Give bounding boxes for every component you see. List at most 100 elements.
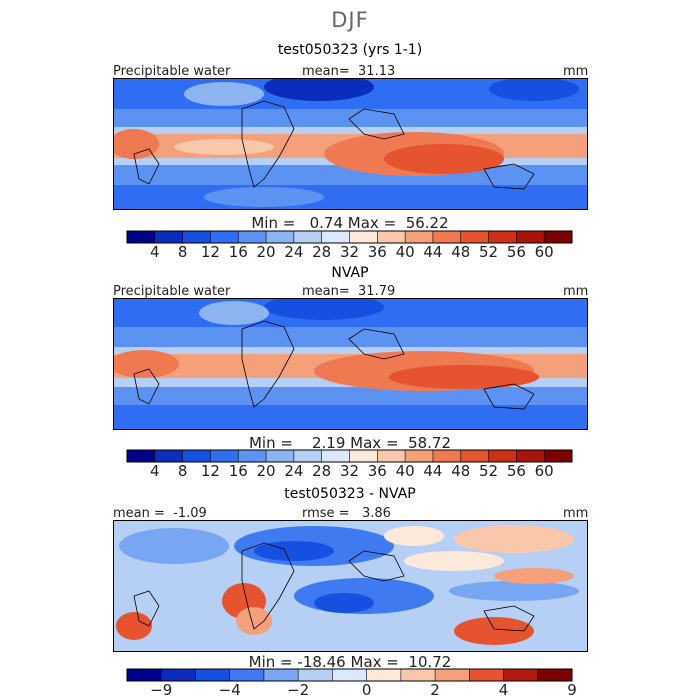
colorbar-swatch (432, 231, 462, 243)
colorbar-tick-label: 24 (284, 243, 304, 261)
colorbar-swatch (127, 231, 156, 243)
colorbar-tick-label: −9 (150, 681, 173, 699)
panel-variable-label: Precipitable water (113, 64, 231, 79)
panel-mean-value: 31.79 (358, 284, 396, 299)
colorbar-tick-label: 8 (177, 462, 188, 480)
panel-variable-label: Precipitable water (113, 284, 231, 299)
panel-units: mm (563, 506, 589, 521)
colorbar-tick-label: 8 (177, 243, 188, 261)
colorbar-tick-label: −4 (218, 681, 241, 699)
colorbar-swatch (537, 669, 573, 681)
panel-rmse-value: 3.86 (361, 506, 391, 521)
panel-minmax: Min = 2.19 Max = 58.72 (248, 434, 452, 452)
colorbar-swatch (154, 450, 184, 462)
colorbar-swatch (161, 669, 196, 681)
colorbar (126, 230, 573, 244)
panel-minmax: Min = 0.74 Max = 56.22 (251, 214, 449, 232)
colorbar-tick-label: 40 (395, 462, 415, 480)
panel-min-value: 2.19 (311, 434, 346, 452)
colorbar-swatch (127, 450, 156, 462)
colorbar-ticks: 4 8 12 16 20 24 28 32 36 40 44 48 52 56 60 (127, 462, 572, 480)
colorbar-tick-label: −2 (287, 681, 310, 699)
panel-mean-label: mean = -1.09 (113, 506, 207, 521)
colorbar-swatch (266, 231, 295, 243)
colorbar-tick-label: 4 (150, 243, 160, 261)
colorbar-swatch (405, 231, 434, 243)
panel-max-value: 58.72 (408, 434, 452, 452)
colorbar-tick-label: 40 (395, 243, 415, 261)
colorbar-tick-label: 20 (256, 462, 276, 480)
colorbar-swatch (544, 231, 573, 243)
colorbar-swatch (298, 669, 333, 681)
colorbar-tick-label: 60 (534, 243, 554, 261)
colorbar-swatch (460, 231, 490, 243)
colorbar-swatch (366, 669, 402, 681)
colorbar-swatch (182, 450, 211, 462)
colorbar-swatch (266, 450, 295, 462)
map-panel-difference (113, 520, 588, 652)
panel-mean-label: mean= 31.79 (302, 284, 396, 299)
figure-title: DJF (331, 8, 369, 32)
colorbar-swatch (488, 231, 517, 243)
colorbar-tick-label: 36 (367, 462, 387, 480)
colorbar-tick-label: 4 (150, 462, 160, 480)
panel-title: test050323 (yrs 1-1) (277, 42, 423, 58)
colorbar-swatch (182, 231, 211, 243)
colorbar-swatch (544, 450, 573, 462)
map-panel-model (113, 78, 588, 210)
colorbar-tick-label: 24 (284, 462, 304, 480)
colorbar-swatch (154, 231, 184, 243)
panel-max-value: 10.72 (408, 653, 452, 671)
colorbar (126, 449, 573, 463)
colorbar-swatch (469, 669, 505, 681)
colorbar-swatch (195, 669, 231, 681)
panel-mean-label: mean= 31.13 (302, 64, 396, 79)
panel-title: test050323 - NVAP (284, 486, 416, 502)
colorbar-swatch (488, 450, 517, 462)
colorbar-swatch (229, 669, 265, 681)
colorbar-ticks: −9 −4 −2 0 2 4 9 (127, 681, 577, 699)
colorbar-swatch (127, 669, 162, 681)
colorbar-swatch (400, 669, 436, 681)
colorbar-tick-label: 0 (361, 681, 372, 699)
colorbar-swatch (405, 450, 434, 462)
colorbar-tick-label: 28 (312, 462, 332, 480)
colorbar-swatch (293, 450, 323, 462)
colorbar-swatch (321, 450, 350, 462)
colorbar-tick-label: 9 (567, 681, 577, 699)
map-panel-observed (113, 298, 588, 430)
colorbar-tick-label: 32 (339, 462, 360, 480)
colorbar-swatch (435, 669, 470, 681)
panel-min-value: -18.46 (297, 653, 346, 671)
colorbar (126, 668, 573, 682)
colorbar-swatch (210, 231, 239, 243)
colorbar-tick-label: 28 (312, 243, 332, 261)
colorbar-swatch (321, 231, 350, 243)
colorbar-tick-label: 56 (506, 462, 526, 480)
colorbar-outline (126, 668, 573, 682)
panel-minmax: Min = -18.46 Max = 10.72 (248, 653, 452, 671)
colorbar-swatch (460, 450, 490, 462)
panel-units: mm (563, 284, 589, 299)
colorbar-swatch (332, 669, 368, 681)
colorbar-swatch (263, 669, 299, 681)
colorbar-swatch (238, 450, 267, 462)
colorbar-tick-label: 16 (228, 243, 248, 261)
colorbar-tick-label: 36 (367, 243, 387, 261)
colorbar-swatch (516, 450, 545, 462)
panel-max-value: 56.22 (405, 214, 449, 232)
panel-units: mm (563, 64, 589, 79)
colorbar-tick-label: 44 (423, 462, 443, 480)
colorbar-tick-label: 60 (534, 462, 554, 480)
colorbar-swatch (516, 231, 545, 243)
panel-mean-value: -1.09 (173, 506, 207, 521)
panel-min-value: 0.74 (309, 214, 344, 232)
colorbar-swatch (349, 450, 378, 462)
colorbar-tick-label: 48 (451, 462, 471, 480)
colorbar-tick-label: 4 (498, 681, 509, 699)
colorbar-swatch (293, 231, 323, 243)
colorbar-tick-label: 52 (479, 243, 499, 261)
colorbar-tick-label: 20 (256, 243, 276, 261)
colorbar-swatch (349, 231, 378, 243)
colorbar-ticks: 4 8 12 16 20 24 28 32 36 40 44 48 52 56 60 (127, 243, 572, 261)
